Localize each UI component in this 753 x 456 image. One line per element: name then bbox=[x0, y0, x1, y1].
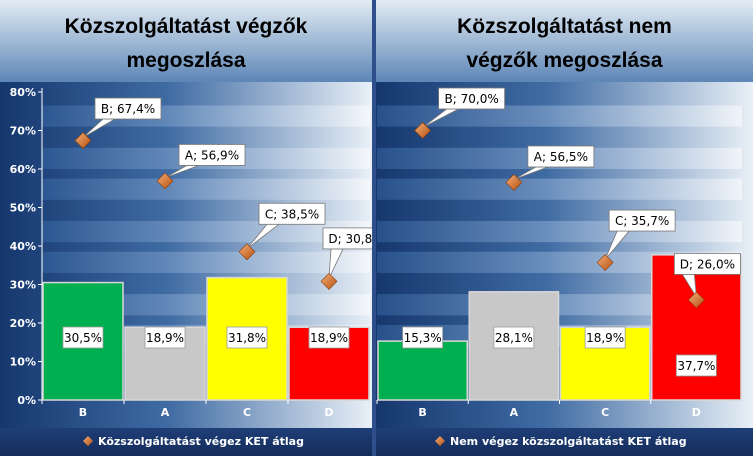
point-label: B; 70,0% bbox=[445, 92, 499, 106]
scatter-marker-C bbox=[596, 254, 614, 271]
bar-value-label-box bbox=[226, 326, 268, 349]
y-tick-label: 0% bbox=[17, 394, 36, 407]
chart-title-line-2: végzők megoszlása bbox=[466, 49, 662, 72]
x-tick-label: D bbox=[692, 406, 701, 419]
legend-label: Közszolgáltatást végez KET átlag bbox=[98, 435, 304, 448]
bar-value-label-box bbox=[144, 326, 186, 349]
bar-value-label-box bbox=[308, 326, 350, 349]
scatter-marker-D bbox=[320, 272, 338, 290]
background-band bbox=[377, 220, 742, 243]
panel-divider bbox=[372, 0, 376, 456]
background-band bbox=[377, 178, 742, 200]
background-band bbox=[377, 294, 742, 316]
point-label: B; 67,4% bbox=[101, 102, 155, 116]
bar-value-label: 18,9% bbox=[586, 331, 624, 345]
y-tick-label: 60% bbox=[10, 163, 36, 176]
point-label: C; 38,5% bbox=[265, 207, 319, 221]
background-band bbox=[42, 105, 370, 127]
point-label: D; 30,8% bbox=[328, 232, 383, 246]
y-tick-label: 50% bbox=[10, 202, 36, 215]
bar-value-label: 18,9% bbox=[310, 331, 348, 345]
x-tick-label: D bbox=[324, 406, 333, 419]
x-tick-label: A bbox=[510, 406, 519, 419]
y-tick-label: 40% bbox=[10, 240, 36, 253]
bar-value-label-box bbox=[402, 326, 444, 349]
chart-title-line-2: megoszlása bbox=[126, 49, 245, 72]
x-tick-label: B bbox=[418, 406, 426, 419]
scatter-marker-A bbox=[156, 172, 174, 190]
point-label: D; 26,0% bbox=[680, 257, 735, 271]
callout-box bbox=[94, 97, 162, 120]
scatter-marker-D bbox=[687, 291, 705, 309]
chart-title-line-1: Közszolgáltatást végzők bbox=[65, 15, 308, 38]
scatter-marker-A bbox=[505, 174, 523, 191]
chart-panel-1: Közszolgáltatást végzők megoszlása 0% 10% 20… bbox=[0, 0, 390, 456]
bar-D bbox=[651, 254, 742, 401]
panel-header-bg bbox=[0, 0, 372, 82]
y-tick-label: 80% bbox=[10, 86, 36, 99]
chart-panel-2: Közszolgáltatást nem végzők megoszlása 15,… bbox=[376, 0, 753, 456]
y-tick-label: 70% bbox=[10, 125, 36, 138]
legend-marker bbox=[435, 436, 445, 446]
bar-value-label-box bbox=[62, 326, 104, 349]
background-band bbox=[377, 251, 742, 273]
bar-value-label-box bbox=[584, 326, 626, 349]
background-band bbox=[42, 220, 370, 243]
x-tick-label: C bbox=[601, 406, 609, 419]
point-label: A; 56,9% bbox=[185, 148, 239, 162]
bar-value-label: 30,5% bbox=[64, 331, 102, 345]
x-tick-label: B bbox=[79, 406, 87, 419]
bar-value-label: 37,7% bbox=[677, 359, 715, 373]
background-band bbox=[42, 294, 370, 316]
background-band bbox=[377, 324, 742, 347]
legend-background bbox=[0, 428, 372, 456]
background-band bbox=[42, 251, 370, 273]
callout-box bbox=[608, 209, 676, 232]
bar-value-label: 18,9% bbox=[146, 331, 184, 345]
x-tick-label: A bbox=[161, 406, 170, 419]
x-tick-label: C bbox=[243, 406, 251, 419]
y-tick-label: 30% bbox=[10, 279, 36, 292]
callout-box bbox=[438, 87, 506, 110]
bar-value-label: 28,1% bbox=[495, 331, 533, 345]
panel-header-bg bbox=[376, 0, 753, 82]
point-label: C; 35,7% bbox=[615, 214, 669, 228]
scatter-marker-C bbox=[238, 243, 256, 261]
background-band bbox=[42, 324, 370, 347]
scatter-marker-B bbox=[414, 122, 432, 139]
bar-value-label: 15,3% bbox=[404, 331, 442, 345]
background-band bbox=[377, 105, 742, 127]
callout-box bbox=[178, 144, 246, 166]
y-tick-label: 20% bbox=[10, 317, 36, 330]
y-tick-label: 10% bbox=[10, 356, 36, 369]
legend-label: Nem végez közszolgáltatást KET átlag bbox=[450, 435, 687, 448]
bar-value-label-box bbox=[493, 326, 535, 349]
callout-box bbox=[673, 252, 741, 275]
callout-box bbox=[527, 145, 595, 168]
point-label: A; 56,5% bbox=[534, 150, 588, 164]
callout-box bbox=[258, 202, 326, 225]
scatter-marker-B bbox=[74, 132, 92, 149]
bar-B bbox=[377, 340, 468, 401]
bar-value-label: 31,8% bbox=[228, 331, 266, 345]
chart-title-line-1: Közszolgáltatást nem bbox=[457, 15, 672, 38]
background-band bbox=[42, 178, 370, 200]
bar-value-label-box bbox=[675, 354, 717, 377]
legend-marker bbox=[83, 436, 93, 446]
